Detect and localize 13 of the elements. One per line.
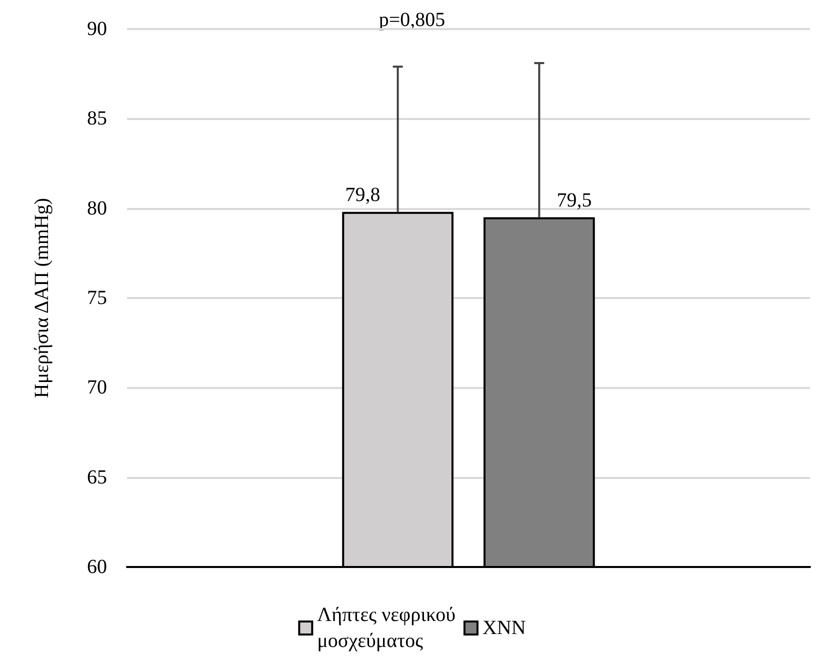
annotation: p=0,805	[378, 9, 446, 31]
data-label: 79,8	[345, 184, 380, 206]
y-tick-label: 80	[87, 197, 107, 220]
y-tick-label: 70	[87, 376, 107, 399]
y-axis-title: Ημερήσια ΔΑΠ (mmHg)	[31, 198, 53, 398]
legend-label: ΧΝΝ	[482, 617, 526, 639]
legend-label: Λήπτες νεφρικού μοσχεύματος	[317, 604, 456, 652]
data-label: 79,5	[556, 189, 592, 212]
y-tick-label: 65	[87, 466, 107, 488]
y-tick-label: 85	[87, 108, 107, 130]
y-tick-label: 75	[87, 287, 107, 309]
y-tick-label: 90	[87, 18, 107, 40]
y-tick-label: 60	[87, 556, 107, 578]
